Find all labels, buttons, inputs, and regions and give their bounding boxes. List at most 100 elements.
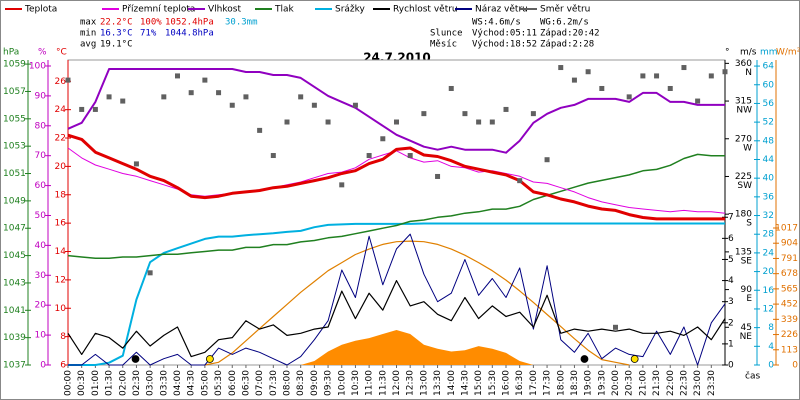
direction-point bbox=[530, 111, 536, 117]
y-tick-label: 1043 bbox=[3, 278, 26, 288]
sun-rise-marker bbox=[205, 355, 214, 363]
y-tick-label: 6 bbox=[728, 234, 734, 244]
x-tick-label: 21:00 bbox=[638, 370, 648, 396]
direction-point bbox=[92, 106, 98, 112]
astro-rise: Východ:18:52 bbox=[472, 40, 537, 50]
y-tick-label: 8 bbox=[768, 323, 774, 333]
x-tick-label: 07:00 bbox=[255, 370, 265, 396]
series-line bbox=[67, 133, 725, 221]
stat-text: 71% bbox=[140, 29, 157, 39]
y-tick-label: 113 bbox=[781, 345, 798, 355]
y-tick-label: 30 bbox=[35, 271, 47, 281]
series-line bbox=[67, 68, 725, 154]
y-tick-label: 1057 bbox=[3, 87, 26, 97]
y-tick-label: 26 bbox=[55, 77, 67, 87]
moon-set-marker bbox=[131, 355, 140, 363]
direction-point bbox=[79, 106, 85, 112]
direction-point bbox=[202, 77, 208, 83]
stat-text: 1052.4hPa bbox=[165, 18, 214, 28]
legend-label: Teplota bbox=[24, 5, 57, 15]
direction-point bbox=[257, 127, 263, 133]
direction-point bbox=[339, 182, 345, 188]
stat-text: max bbox=[80, 18, 97, 28]
series-line bbox=[204, 240, 630, 366]
astro-set: Západ:2:28 bbox=[540, 40, 594, 50]
y-tick-label: 6 bbox=[60, 361, 66, 371]
direction-point bbox=[229, 102, 235, 108]
y-tick-label: 18 bbox=[55, 190, 67, 200]
direction-point bbox=[188, 90, 194, 96]
y-tick-label: 1055 bbox=[3, 114, 26, 124]
direction-point bbox=[106, 94, 112, 100]
direction-point bbox=[544, 157, 550, 163]
x-tick-label: 19:30 bbox=[597, 370, 607, 396]
direction-point bbox=[366, 153, 372, 159]
stat-text: 30.3mm bbox=[225, 18, 258, 28]
y-tick-label: 40 bbox=[763, 174, 775, 184]
direction-point bbox=[640, 73, 646, 79]
x-tick-label: 10:30 bbox=[351, 370, 361, 396]
direction-point bbox=[284, 119, 290, 125]
x-tick-label: 17:00 bbox=[529, 370, 539, 396]
y-tick-label: 2 bbox=[728, 318, 734, 328]
x-tick-label: 17:30 bbox=[543, 370, 553, 396]
x-tick-label: 09:30 bbox=[324, 370, 334, 396]
y-tick-label: 24 bbox=[763, 248, 775, 258]
y-tick-label: 1039 bbox=[3, 333, 26, 343]
legend-label: Tlak bbox=[274, 5, 295, 15]
direction-point bbox=[626, 94, 632, 100]
x-tick-label: 21:30 bbox=[652, 370, 662, 396]
stat-text: 22.2°C bbox=[100, 18, 133, 28]
stat-text: 100% bbox=[140, 18, 162, 28]
y-tick-label: 5 bbox=[728, 255, 734, 265]
legend-label: Srážky bbox=[335, 5, 366, 15]
legend-label: Náraz větru bbox=[475, 5, 528, 15]
direction-point bbox=[311, 102, 317, 108]
direction-name: SW bbox=[737, 181, 752, 191]
x-tick-label: 00:00 bbox=[64, 370, 74, 396]
x-axis-label: čas bbox=[745, 371, 760, 382]
direction-point bbox=[448, 85, 454, 91]
y-tick-label: 135 bbox=[735, 247, 752, 257]
y-tick-label: 50 bbox=[35, 211, 47, 221]
direction-point bbox=[667, 85, 673, 91]
direction-point bbox=[147, 270, 153, 276]
y-tick-label: 0 bbox=[40, 361, 46, 371]
axis-unit: hPa bbox=[3, 48, 19, 58]
x-tick-label: 16:30 bbox=[515, 370, 525, 396]
y-tick-label: 44 bbox=[763, 155, 775, 165]
series-line bbox=[68, 233, 726, 366]
x-tick-label: 22:30 bbox=[679, 370, 689, 396]
y-tick-label: 100 bbox=[29, 61, 46, 71]
x-tick-label: 23:00 bbox=[693, 370, 703, 396]
x-tick-label: 16:00 bbox=[502, 370, 512, 396]
direction-point bbox=[599, 85, 605, 91]
x-tick-label: 02:30 bbox=[132, 370, 142, 396]
y-tick-label: 64 bbox=[763, 62, 775, 72]
direction-point bbox=[380, 136, 386, 142]
direction-point bbox=[585, 69, 591, 75]
axis-unit: mm bbox=[760, 48, 778, 58]
y-tick-label: 48 bbox=[763, 136, 775, 146]
y-tick-label: 0 bbox=[792, 361, 798, 371]
y-tick-label: 24 bbox=[55, 105, 67, 115]
direction-point bbox=[708, 73, 714, 79]
y-tick-label: 12 bbox=[55, 275, 66, 285]
x-tick-label: 04:30 bbox=[187, 370, 197, 396]
x-tick-label: 13:30 bbox=[433, 370, 443, 396]
y-tick-label: 4 bbox=[728, 276, 734, 286]
legend-label: Směr větru bbox=[540, 5, 590, 15]
x-tick-label: 12:30 bbox=[406, 370, 416, 396]
x-tick-label: 05:00 bbox=[200, 370, 210, 396]
y-tick-label: 22 bbox=[55, 134, 66, 144]
x-tick-label: 18:00 bbox=[556, 370, 566, 396]
direction-point bbox=[216, 90, 222, 96]
x-tick-label: 19:00 bbox=[584, 370, 594, 396]
stat-text: 19.1°C bbox=[100, 40, 133, 50]
astro-rise: Východ:05:11 bbox=[472, 29, 537, 39]
astro-label: Slunce bbox=[430, 29, 463, 39]
stat-text: min bbox=[80, 29, 96, 39]
y-tick-label: 791 bbox=[781, 254, 798, 264]
astro-label: Měsíc bbox=[430, 40, 457, 50]
y-tick-label: 56 bbox=[763, 99, 775, 109]
